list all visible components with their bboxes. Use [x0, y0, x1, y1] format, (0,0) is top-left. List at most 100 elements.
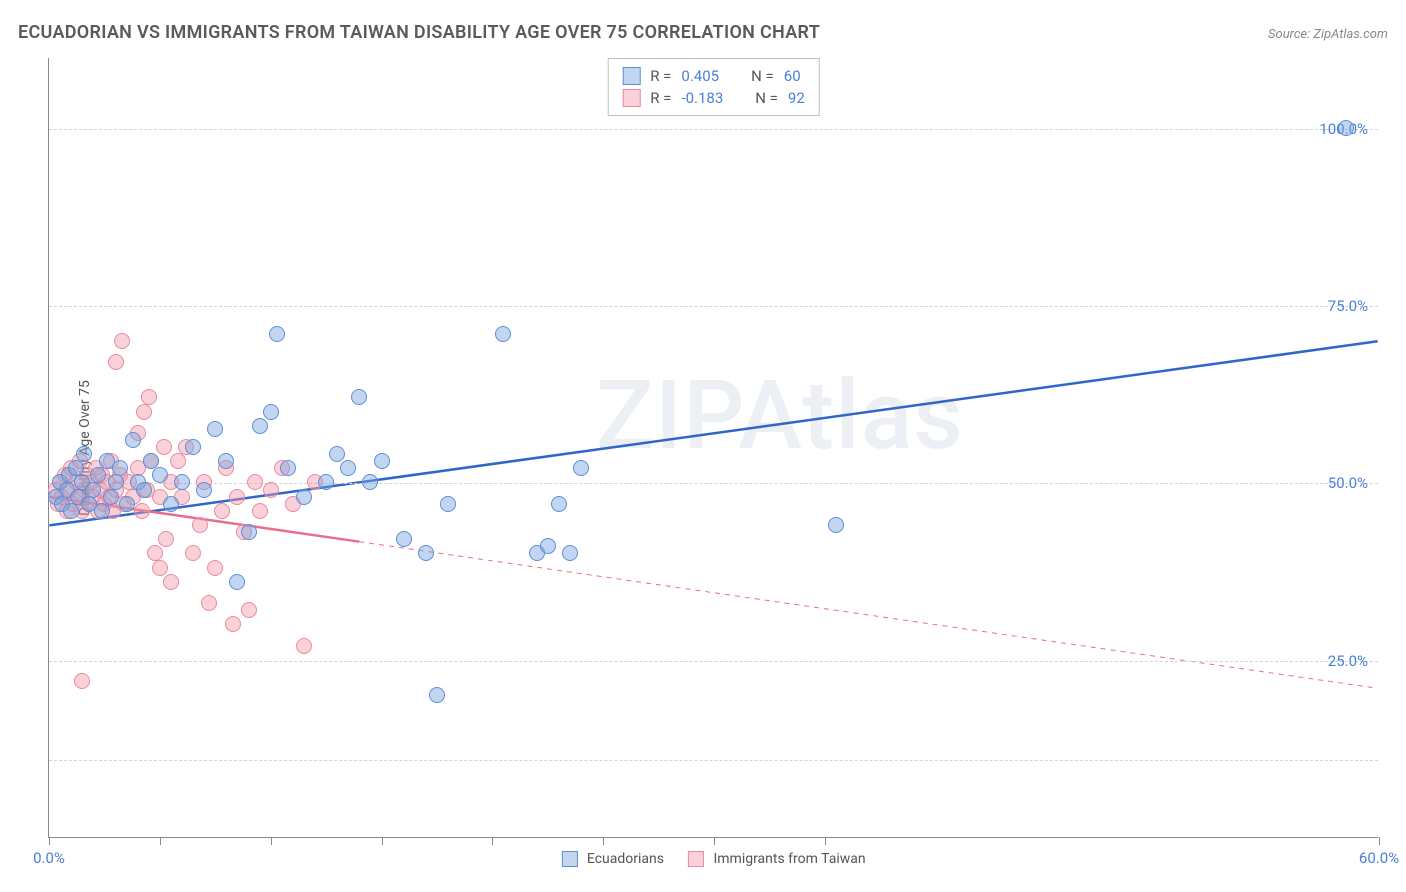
gridline — [49, 306, 1378, 307]
data-point — [418, 545, 434, 561]
data-point — [214, 503, 230, 519]
series-0-swatch — [561, 851, 577, 867]
data-point — [163, 496, 179, 512]
data-point — [136, 404, 152, 420]
data-point — [396, 531, 412, 547]
y-tick-label: 25.0% — [1328, 652, 1368, 670]
data-point — [252, 503, 268, 519]
data-point — [340, 460, 356, 476]
data-point — [247, 474, 263, 490]
data-point — [241, 524, 257, 540]
data-point — [152, 560, 168, 576]
n-label: N = — [755, 89, 778, 107]
x-tick — [603, 837, 604, 845]
r-label: R = — [650, 67, 671, 85]
plot-frame: Disability Age Over 75 ZIPAtlas 25.0%50.… — [48, 58, 1378, 838]
data-point — [125, 432, 141, 448]
data-point — [551, 496, 567, 512]
data-point — [134, 503, 150, 519]
data-point — [158, 531, 174, 547]
data-point — [280, 460, 296, 476]
series-1-name: Immigrants from Taiwan — [713, 851, 865, 867]
trend-line-extrapolated — [359, 542, 1377, 689]
data-point — [108, 474, 124, 490]
x-tick — [825, 837, 826, 845]
x-tick — [382, 837, 383, 845]
data-point — [229, 574, 245, 590]
data-point — [136, 482, 152, 498]
data-point — [94, 503, 110, 519]
trend-lines — [49, 58, 1378, 837]
data-point — [185, 545, 201, 561]
data-point — [170, 453, 186, 469]
series-1-swatch — [688, 851, 704, 867]
plot-area: 25.0%50.0%75.0%100.0%0.0%60.0% — [49, 58, 1378, 837]
data-point — [229, 489, 245, 505]
data-point — [185, 439, 201, 455]
data-point — [141, 389, 157, 405]
data-point — [440, 496, 456, 512]
data-point — [429, 687, 445, 703]
data-point — [263, 482, 279, 498]
data-point — [90, 467, 106, 483]
gridline — [49, 661, 1378, 662]
data-point — [201, 595, 217, 611]
data-point — [174, 474, 190, 490]
data-point — [362, 474, 378, 490]
x-tick-label: 0.0% — [33, 849, 65, 867]
data-point — [296, 638, 312, 654]
data-point — [152, 467, 168, 483]
data-point — [192, 517, 208, 533]
legend-item-series-0: Ecuadorians — [561, 851, 664, 867]
data-point — [241, 602, 257, 618]
data-point — [207, 421, 223, 437]
series-1-n-value: 92 — [788, 89, 805, 107]
data-point — [112, 460, 128, 476]
data-point — [296, 489, 312, 505]
x-tick — [271, 837, 272, 845]
gridline — [49, 129, 1378, 130]
data-point — [562, 545, 578, 561]
data-point — [318, 474, 334, 490]
data-point — [495, 326, 511, 342]
series-0-r-value: 0.405 — [681, 67, 719, 85]
data-point — [828, 517, 844, 533]
data-point — [76, 446, 92, 462]
x-tick — [49, 837, 50, 845]
data-point — [374, 453, 390, 469]
data-point — [252, 418, 268, 434]
data-point — [218, 453, 234, 469]
series-0-name: Ecuadorians — [587, 851, 664, 867]
x-tick — [160, 837, 161, 845]
x-tick — [1379, 837, 1380, 845]
data-point — [156, 439, 172, 455]
x-tick — [714, 837, 715, 845]
n-label: N = — [751, 67, 774, 85]
data-point — [108, 354, 124, 370]
source-attribution: Source: ZipAtlas.com — [1268, 27, 1388, 42]
y-tick-label: 75.0% — [1328, 297, 1368, 315]
data-point — [351, 389, 367, 405]
y-tick-label: 50.0% — [1328, 474, 1368, 492]
series-legend: Ecuadorians Immigrants from Taiwan — [561, 851, 865, 867]
chart-title: ECUADORIAN VS IMMIGRANTS FROM TAIWAN DIS… — [18, 22, 820, 43]
series-0-n-value: 60 — [784, 67, 801, 85]
trend-line — [49, 341, 1377, 525]
stats-row-series-1: R = -0.183 N = 92 — [622, 87, 805, 109]
x-tick — [492, 837, 493, 845]
data-point — [1338, 120, 1354, 136]
data-point — [85, 482, 101, 498]
data-point — [207, 560, 223, 576]
data-point — [196, 482, 212, 498]
x-tick-label: 60.0% — [1359, 849, 1399, 867]
stats-legend: R = 0.405 N = 60 R = -0.183 N = 92 — [607, 58, 820, 116]
data-point — [103, 489, 119, 505]
gridline — [49, 760, 1378, 761]
data-point — [163, 574, 179, 590]
data-point — [225, 616, 241, 632]
data-point — [63, 503, 79, 519]
data-point — [269, 326, 285, 342]
legend-item-series-1: Immigrants from Taiwan — [688, 851, 866, 867]
data-point — [263, 404, 279, 420]
r-label: R = — [650, 89, 671, 107]
